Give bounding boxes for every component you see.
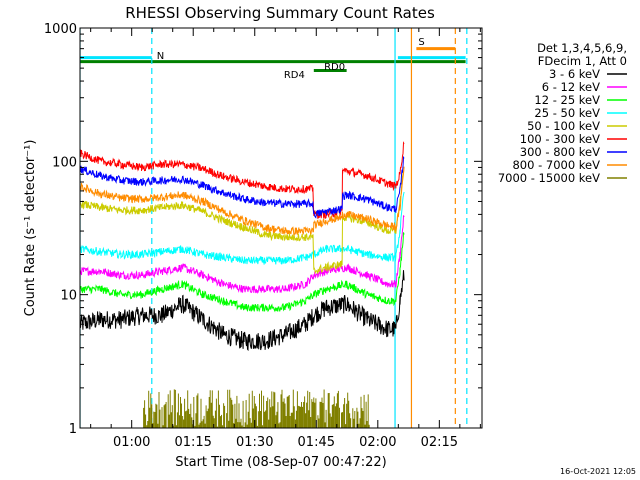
series-line-3-6-kev bbox=[80, 270, 405, 352]
legend-label-300-800-kev: 300 - 800 keV bbox=[520, 145, 600, 159]
legend-header-line-1: FDecim 1, Att 0 bbox=[538, 54, 627, 68]
y-tick-label-2: 100 bbox=[52, 155, 77, 170]
annotation-label-rd4: RD4 bbox=[284, 70, 305, 81]
y-tick-label-3: 1000 bbox=[44, 22, 77, 37]
series-12-25-kev bbox=[80, 232, 405, 313]
legend-label-3-6-kev: 3 - 6 keV bbox=[549, 67, 600, 81]
footer-date: 16-Oct-2021 12:05 bbox=[560, 467, 636, 476]
series-line-800-7000-kev bbox=[80, 166, 405, 237]
series-line-25-50-kev bbox=[80, 191, 405, 265]
legend-header-line-0: Det 1,3,4,5,6,9, bbox=[537, 41, 627, 55]
series-25-50-kev bbox=[80, 191, 405, 265]
annotation-label-n: N bbox=[157, 51, 164, 62]
x-tick-label-5: 02:15 bbox=[421, 435, 458, 450]
y-tick-label-1: 10 bbox=[60, 289, 77, 304]
plot-frame bbox=[79, 27, 483, 429]
x-axis-label: Start Time (08-Sep-07 00:47:22) bbox=[175, 455, 386, 470]
legend-label-12-25-kev: 12 - 25 keV bbox=[534, 93, 600, 107]
y-axis-label: Count Rate (s⁻¹ detector⁻¹) bbox=[23, 140, 38, 317]
x-tick-label-4: 02:00 bbox=[359, 435, 396, 450]
chart-title: RHESSI Observing Summary Count Rates bbox=[125, 4, 435, 22]
series-line-300-800-kev bbox=[80, 155, 405, 219]
legend-label-800-7000-kev: 800 - 7000 keV bbox=[512, 158, 600, 172]
series-line-12-25-kev bbox=[80, 232, 405, 313]
x-tick-label-2: 01:30 bbox=[236, 435, 273, 450]
series-100-300-kev bbox=[80, 141, 405, 219]
y-tick-label-0: 1 bbox=[69, 422, 77, 437]
series-300-800-kev bbox=[80, 155, 405, 219]
series-3-6-kev bbox=[80, 270, 405, 352]
legend-label-50-100-kev: 50 - 100 keV bbox=[527, 119, 600, 133]
x-tick-label-1: 01:15 bbox=[174, 435, 211, 450]
legend-label-25-50-kev: 25 - 50 keV bbox=[534, 106, 600, 120]
series-line-100-300-kev bbox=[80, 141, 405, 219]
legend-label-100-300-kev: 100 - 300 keV bbox=[520, 132, 600, 146]
legend-label-7000-15000-kev: 7000 - 15000 keV bbox=[498, 171, 600, 185]
annotation-label-rd0: RD0 bbox=[324, 62, 345, 73]
annotation-label-s: S bbox=[418, 37, 424, 48]
x-tick-label-0: 01:00 bbox=[113, 435, 150, 450]
series-800-7000-kev bbox=[80, 166, 405, 237]
series-6-12-kev bbox=[80, 215, 405, 294]
series-line-6-12-kev bbox=[80, 215, 405, 294]
legend-label-6-12-kev: 6 - 12 keV bbox=[542, 80, 600, 94]
x-tick-label-3: 01:45 bbox=[298, 435, 335, 450]
